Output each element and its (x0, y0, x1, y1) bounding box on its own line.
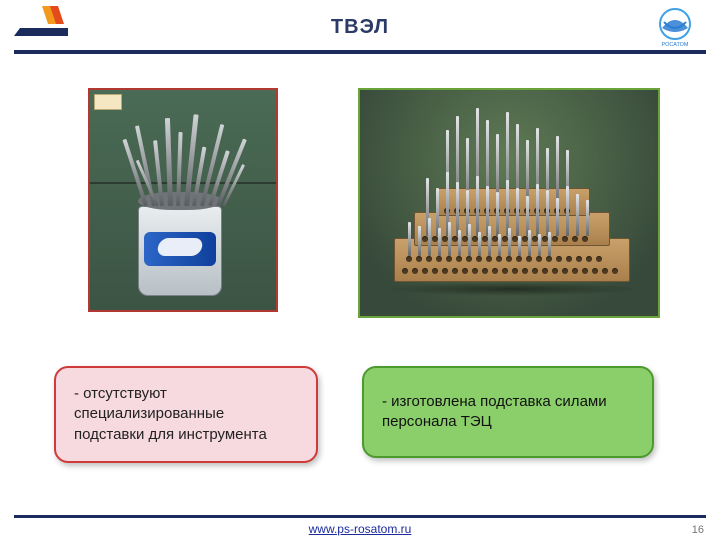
footer-rule (14, 515, 706, 518)
site-link[interactable]: www.ps-rosatom.ru (0, 522, 720, 536)
content: - отсутствуют специализированные подстав… (0, 64, 720, 494)
logo-right: РОСАТОМ (654, 6, 696, 48)
can-icon (138, 192, 222, 296)
before-caption: - отсутствуют специализированные подстав… (54, 366, 318, 463)
header: ПСР ТВЭЛ РОСАТОМ (0, 0, 720, 58)
after-photo (358, 88, 660, 318)
drill-bits-cluster (138, 120, 228, 206)
after-caption: - изготовлена подставка силами персонала… (362, 366, 654, 458)
before-photo (88, 88, 278, 312)
footer: www.ps-rosatom.ru 16 (0, 514, 720, 540)
page-title: ТВЭЛ (0, 16, 720, 39)
slide: ПСР ТВЭЛ РОСАТОМ (0, 0, 720, 540)
after-caption-text: - изготовлена подставка силами персонала… (382, 392, 634, 433)
header-rule (14, 50, 706, 54)
page-number: 16 (692, 524, 704, 536)
svg-text:РОСАТОМ: РОСАТОМ (662, 42, 689, 48)
